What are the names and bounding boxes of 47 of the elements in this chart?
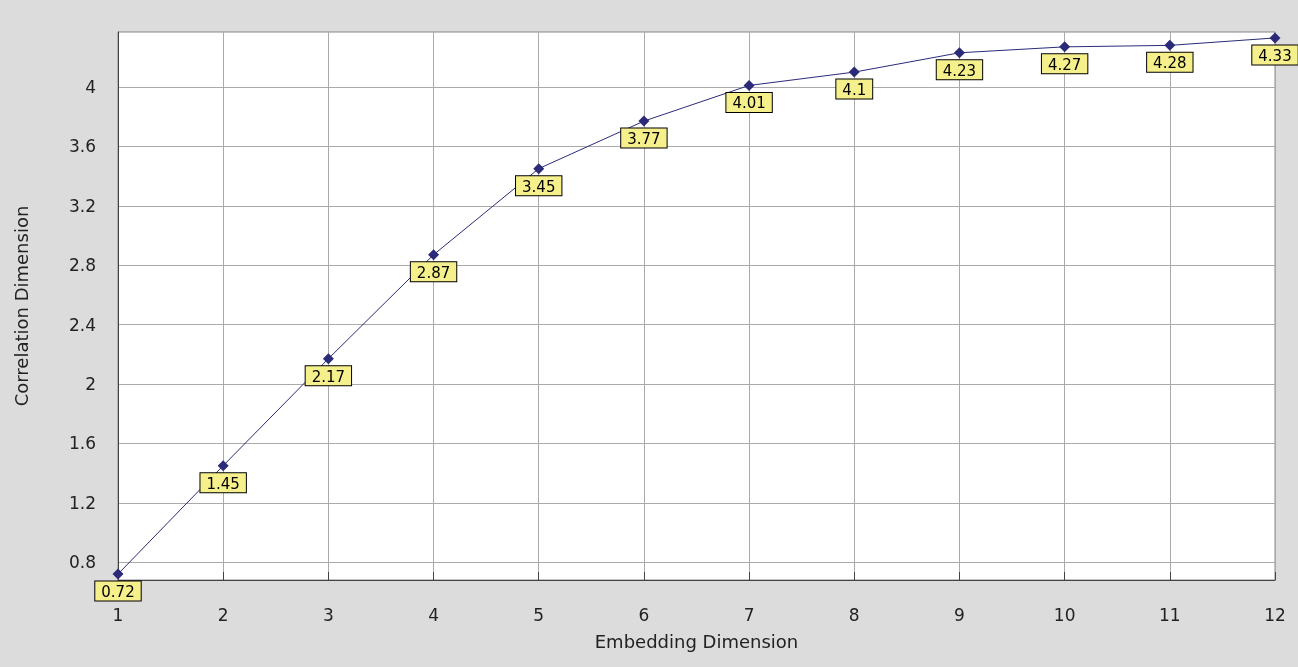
data-label: 2.87	[416, 263, 451, 282]
point	[322, 353, 334, 365]
x-tick-label: 11	[1159, 604, 1181, 625]
x-tick-label: 7	[743, 604, 755, 625]
data-label: 2.17	[311, 367, 346, 386]
x-axis-title: Embedding Dimension	[594, 630, 799, 652]
x-tick-label: 2	[217, 604, 229, 625]
point	[217, 460, 229, 472]
point	[1059, 41, 1071, 53]
data-label: 4.23	[942, 61, 977, 80]
x-tick-label: 10	[1053, 604, 1076, 625]
data-label: 4.27	[1047, 55, 1082, 74]
point	[638, 115, 650, 127]
y-tick-label: 0.8	[68, 552, 96, 573]
data-label: 3.45	[522, 177, 556, 196]
data-label: 1.45	[206, 474, 240, 493]
x-tick-label: 9	[954, 604, 965, 625]
x-tick-label: 4	[428, 604, 439, 625]
point	[1269, 32, 1281, 44]
point	[112, 568, 124, 580]
data-label: 0.72	[101, 583, 135, 602]
data-label: 4.01	[732, 94, 766, 113]
data-label: 4.28	[1153, 54, 1187, 73]
x-tick-label: 8	[848, 604, 860, 625]
point	[743, 79, 755, 91]
y-axis-title: Correlation Dimension	[10, 205, 32, 407]
x-tick-label: 5	[533, 604, 545, 625]
y-tick-label: 2.4	[68, 314, 96, 335]
point	[1164, 39, 1176, 51]
point	[428, 249, 440, 261]
y-tick-label: 3.6	[68, 136, 96, 157]
point	[953, 47, 965, 59]
data-label: 4.33	[1258, 46, 1292, 65]
data-label: 3.77	[627, 130, 661, 149]
point	[848, 66, 860, 78]
x-tick-label: 3	[322, 604, 334, 625]
y-tick-label: 2	[85, 373, 96, 394]
x-tick-label: 6	[638, 604, 650, 625]
point	[533, 163, 545, 175]
y-tick-label: 3.2	[68, 195, 96, 216]
y-tick-label: 4	[85, 76, 96, 97]
x-tick-label: 12	[1264, 604, 1286, 625]
x-tick-label: 1	[112, 604, 124, 625]
data-label: 4.1	[842, 81, 867, 100]
y-tick-label: 1.2	[68, 492, 96, 513]
y-tick-label: 1.6	[68, 433, 96, 454]
y-tick-label: 2.8	[68, 255, 96, 276]
